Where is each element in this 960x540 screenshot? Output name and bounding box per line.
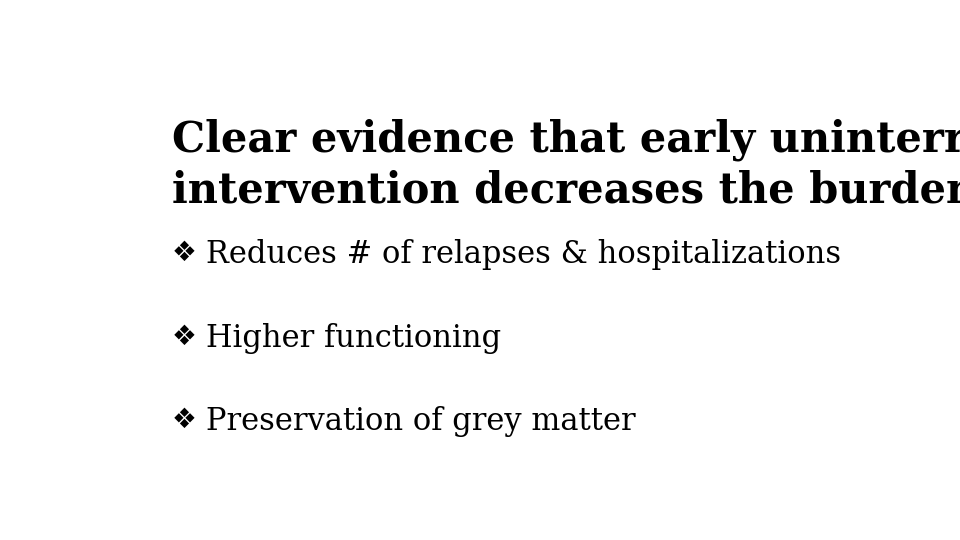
Text: Preservation of grey matter: Preservation of grey matter	[205, 406, 636, 437]
Text: Higher functioning: Higher functioning	[205, 322, 501, 354]
Text: Reduces # of relapses & hospitalizations: Reduces # of relapses & hospitalizations	[205, 239, 841, 271]
Text: ❖: ❖	[172, 322, 197, 350]
Text: ❖: ❖	[172, 239, 197, 267]
Text: Clear evidence that early uninterrupted
intervention decreases the burden of ill: Clear evidence that early uninterrupted …	[172, 119, 960, 212]
Text: ❖: ❖	[172, 406, 197, 434]
